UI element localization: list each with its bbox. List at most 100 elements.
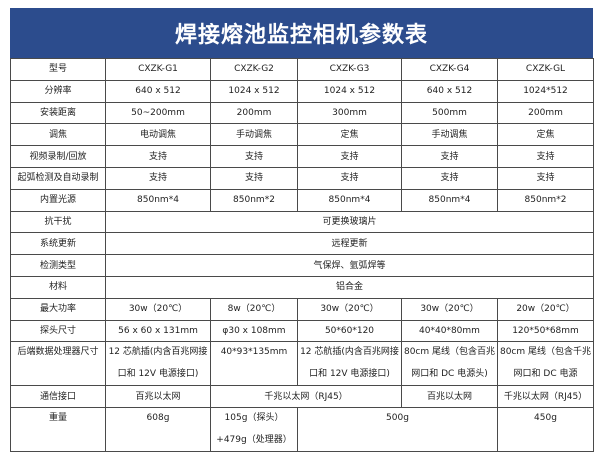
cell-text: 手动调焦 — [431, 129, 468, 140]
table-cell: 40*40*80mm — [401, 319, 498, 343]
table-cell: 铝合金 — [105, 275, 594, 299]
cell-text: 支持 — [536, 173, 555, 184]
row-label: 内置光源 — [10, 188, 106, 212]
row-label: 起弧检测及自动录制 — [10, 166, 106, 190]
table-cell: 支持 — [210, 166, 298, 190]
table-cell: 30w（20℃） — [401, 297, 498, 321]
cell-text: 40*93*135mm — [220, 347, 288, 358]
cell-text: 850nm*2 — [524, 195, 567, 206]
table-cell: 500mm — [401, 101, 498, 125]
parameter-table: 型号 CXZK-G1 CXZK-G2 CXZK-G3 CXZK-G4 CXZK-GL 分辨率… — [10, 58, 594, 453]
cell-text: 500mm — [432, 107, 467, 118]
table-cell: 50~200mm — [105, 101, 211, 125]
title-banner: 焊接熔池监控相机参数表 — [10, 8, 593, 58]
table-cell: 850nm*2 — [210, 188, 298, 212]
table-cell: 千兆以太网（RJ45） — [497, 385, 594, 409]
table-cell: 手动调焦 — [401, 123, 498, 147]
table-cell: 56 x 60 x 131mm — [105, 319, 211, 343]
cell-text: 手动调焦 — [235, 129, 272, 140]
table-row: 重量 608g 105g（探头） +479g（处理器） 500g 450g — [10, 407, 594, 453]
table-cell: 远程更新 — [105, 232, 594, 256]
table-cell: 105g（探头） +479g（处理器） — [210, 407, 298, 453]
cell-text: 30w（20℃） — [320, 304, 379, 315]
cell-text: 8w（20℃） — [227, 304, 281, 315]
table-cell: 500g — [297, 407, 498, 453]
table-row: 检测类型 气保焊、氩弧焊等 — [10, 254, 594, 277]
row-label: 抗干扰 — [10, 210, 106, 234]
cell-text: 850nm*4 — [328, 195, 371, 206]
cell-text: CXZK-G4 — [429, 64, 470, 75]
table-row: 系统更新 远程更新 — [10, 232, 594, 256]
cell-text: 200mm — [528, 107, 563, 118]
row-label: 重量 — [10, 407, 106, 453]
cell-text: 30w（20℃） — [128, 304, 188, 315]
cell-text: 支持 — [148, 151, 167, 162]
cell-text: 200mm — [236, 107, 272, 118]
cell-text: CXZK-G2 — [234, 64, 274, 75]
cell-text: 气保焊、氩弧焊等 — [313, 260, 386, 271]
row-label: 安装距离 — [10, 101, 106, 125]
table-cell: 40*93*135mm — [210, 341, 298, 387]
table-cell: 电动调焦 — [105, 123, 211, 147]
table-cell: 支持 — [105, 166, 211, 190]
table-cell: CXZK-G2 — [210, 58, 298, 81]
table-cell: φ30 x 108mm — [210, 319, 298, 343]
table-cell: 30w（20℃） — [297, 297, 402, 321]
table-row: 型号 CXZK-G1 CXZK-G2 CXZK-G3 CXZK-G4 CXZK-GL — [10, 58, 594, 81]
table-cell: 千兆以太网（RJ45） — [210, 385, 402, 409]
table-cell: 支持 — [297, 166, 402, 190]
cell-text: CXZK-G3 — [329, 64, 370, 75]
table-cell: 气保焊、氩弧焊等 — [105, 254, 594, 277]
table-cell: 百兆以太网 — [401, 385, 498, 409]
cell-text: 1024*512 — [523, 86, 568, 97]
table-cell: 300mm — [297, 101, 402, 125]
table-row: 最大功率 30w（20℃） 8w（20℃） 30w（20℃） 30w（20℃） 20w（2… — [10, 297, 594, 321]
table-cell: 定焦 — [497, 123, 594, 147]
table-cell: CXZK-G3 — [297, 58, 402, 81]
table-cell: 50*60*120 — [297, 319, 402, 343]
cell-text: 20w（20℃） — [516, 304, 575, 315]
cell-text: 电动调焦 — [139, 129, 176, 140]
table-cell: 608g — [105, 407, 211, 453]
table-cell: 1024 x 512 — [210, 79, 298, 103]
row-label: 视频录制/回放 — [10, 145, 106, 168]
table-cell: 定焦 — [297, 123, 402, 147]
table-cell: 850nm*2 — [497, 188, 594, 212]
table-cell: 支持 — [497, 145, 594, 168]
table-cell: CXZK-G1 — [105, 58, 211, 81]
table-row: 内置光源 850nm*4 850nm*2 850nm*4 850nm*4 850nm*2 — [10, 188, 594, 212]
table-cell: 支持 — [401, 166, 498, 190]
table-cell: 12 芯航插(内含百兆网接 口和 12V 电源接口) — [105, 341, 211, 387]
cell-text: 定焦 — [536, 129, 555, 140]
table-row: 安装距离 50~200mm 200mm 300mm 500mm 200mm — [10, 101, 594, 125]
table-cell: 1024 x 512 — [297, 79, 402, 103]
cell-text: 56 x 60 x 131mm — [118, 325, 198, 336]
row-label: 调焦 — [10, 123, 106, 147]
cell-text: 支持 — [440, 173, 459, 184]
table-cell: 850nm*4 — [401, 188, 498, 212]
table-cell: CXZK-G4 — [401, 58, 498, 81]
cell-text: 850nm*4 — [428, 195, 471, 206]
row-label: 后端数据处理器尺寸 — [10, 341, 106, 387]
cell-text: 支持 — [244, 151, 263, 162]
row-label: 分辨率 — [10, 79, 106, 103]
table-cell: 850nm*4 — [105, 188, 211, 212]
cell-text: 铝合金 — [335, 282, 363, 293]
cell-text: 1024 x 512 — [228, 86, 280, 97]
cell-text: 640 x 512 — [135, 86, 181, 97]
cell-text: 1024 x 512 — [323, 86, 376, 97]
cell-text: 网口和 DC 电源 — [513, 368, 578, 379]
cell-text: 850nm*2 — [233, 195, 275, 206]
table-cell: 支持 — [105, 145, 211, 168]
table-cell: 80cm 尾线（包含千兆 网口和 DC 电源 — [497, 341, 594, 387]
cell-text: 支持 — [440, 151, 459, 162]
row-label: 系统更新 — [10, 232, 106, 256]
cell-text: 可更换玻璃片 — [322, 216, 377, 227]
cell-text: 口和 12V 电源接口) — [309, 368, 390, 379]
table-cell: 450g — [497, 407, 594, 453]
cell-text: CXZK-GL — [525, 64, 566, 75]
table-cell: 12 芯航插(内含百兆网接 口和 12V 电源接口) — [297, 341, 402, 387]
table-cell: 支持 — [297, 145, 402, 168]
cell-text: 30w（20℃） — [420, 304, 479, 315]
cell-text: 定焦 — [340, 129, 359, 140]
